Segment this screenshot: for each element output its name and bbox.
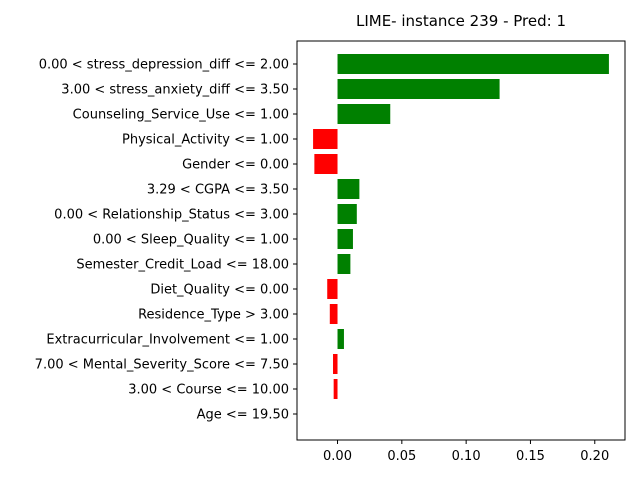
bar xyxy=(337,79,500,99)
x-axis-ticks: 0.00 0.05 0.10 0.15 0.20 xyxy=(323,440,609,464)
y-tick-label: 7.00 < Mental_Severity_Score <= 7.50 xyxy=(35,358,289,373)
y-tick-label: 3.29 < CGPA <= 3.50 xyxy=(147,183,289,198)
bar xyxy=(333,379,338,399)
bar xyxy=(337,329,344,349)
x-tick-label: 0.05 xyxy=(387,449,416,464)
x-tick-label: 0.15 xyxy=(516,449,545,464)
y-tick-label: Semester_Credit_Load <= 18.00 xyxy=(76,258,289,273)
bar xyxy=(313,129,338,149)
y-tick-label: Residence_Type > 3.00 xyxy=(138,308,289,323)
bar xyxy=(337,54,609,74)
y-tick-label: Age <= 19.50 xyxy=(197,408,289,423)
y-tick-label: 0.00 < Relationship_Status <= 3.00 xyxy=(54,208,289,223)
y-tick-label: Gender <= 0.00 xyxy=(182,158,289,173)
x-tick-label: 0.20 xyxy=(580,449,609,464)
bar xyxy=(337,229,353,249)
y-tick-label: 0.00 < stress_depression_diff <= 2.00 xyxy=(39,58,289,73)
plot-area-frame xyxy=(296,40,626,441)
bar xyxy=(314,154,338,174)
y-tick-label: 0.00 < Sleep_Quality <= 1.00 xyxy=(93,233,289,248)
bar xyxy=(337,204,357,224)
y-tick-label: Physical_Activity <= 1.00 xyxy=(122,133,289,148)
y-tick-label: Extracurricular_Involvement <= 1.00 xyxy=(46,333,289,348)
bar xyxy=(337,104,391,124)
y-tick-label: 3.00 < stress_anxiety_diff <= 3.50 xyxy=(61,83,289,98)
bar xyxy=(337,254,351,274)
chart-title: LIME- instance 239 - Pred: 1 xyxy=(356,12,566,30)
y-tick-label: Diet_Quality <= 0.00 xyxy=(150,283,289,298)
bar xyxy=(333,354,338,374)
y-tick-label: Counseling_Service_Use <= 1.00 xyxy=(73,108,289,123)
y-tick-label: 3.00 < Course <= 10.00 xyxy=(128,383,289,398)
x-tick-label: 0.00 xyxy=(323,449,352,464)
bar xyxy=(327,279,338,299)
bars-layer xyxy=(313,54,609,399)
bar xyxy=(329,304,338,324)
bar xyxy=(337,179,360,199)
x-tick-label: 0.10 xyxy=(452,449,481,464)
y-axis-ticks: 0.00 < stress_depression_diff <= 2.00 3.0… xyxy=(35,58,297,423)
